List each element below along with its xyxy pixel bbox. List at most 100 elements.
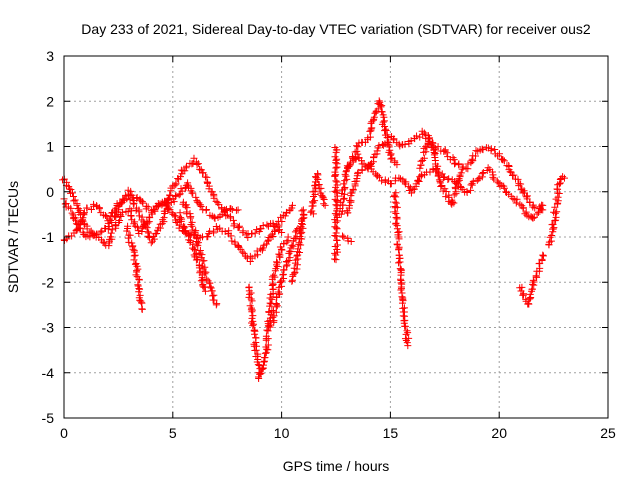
data-point: [391, 208, 399, 216]
data-point: [276, 251, 284, 259]
data-point: [405, 182, 413, 190]
data-point: [424, 139, 432, 147]
data-point: [76, 224, 84, 232]
data-point: [80, 209, 88, 217]
data-point: [450, 191, 458, 199]
data-point: [262, 332, 270, 340]
data-point: [71, 196, 79, 204]
data-point: [139, 199, 147, 207]
data-point: [526, 290, 534, 298]
series-t3: [60, 179, 242, 241]
data-point: [340, 233, 348, 241]
data-point: [332, 183, 340, 191]
data-point: [131, 251, 139, 259]
data-point: [395, 259, 403, 267]
data-point: [332, 164, 340, 172]
data-point: [390, 135, 398, 143]
data-point: [298, 207, 306, 215]
data-point: [417, 157, 425, 165]
data-point: [487, 147, 495, 155]
data-point: [93, 230, 101, 238]
data-point: [135, 288, 143, 296]
data-point: [188, 222, 196, 230]
x-tick-label: 0: [60, 425, 68, 441]
data-point: [97, 228, 105, 236]
data-point: [264, 237, 272, 245]
data-point: [250, 342, 258, 350]
data-point: [235, 224, 243, 232]
data-point: [358, 166, 366, 174]
data-point: [246, 290, 254, 298]
data-point: [191, 246, 199, 254]
data-point: [472, 147, 480, 155]
data-point: [332, 177, 340, 185]
data-point: [145, 213, 153, 221]
data-point: [311, 197, 319, 205]
data-point: [186, 231, 194, 239]
data-point: [514, 175, 522, 183]
data-point: [204, 233, 212, 241]
data-point: [489, 173, 497, 181]
data-point: [404, 342, 412, 350]
data-point: [555, 190, 563, 198]
data-point: [248, 308, 256, 316]
data-point: [354, 150, 362, 158]
data-point: [523, 211, 531, 219]
data-point: [73, 201, 81, 209]
data-point: [124, 234, 132, 242]
data-point: [228, 237, 236, 245]
data-point: [286, 254, 294, 262]
data-point: [526, 198, 534, 206]
data-point: [105, 222, 113, 230]
series-t7: [245, 233, 292, 382]
data-point: [196, 249, 204, 257]
data-point: [256, 370, 264, 378]
data-point: [409, 186, 417, 194]
data-point: [194, 239, 202, 247]
data-point: [127, 187, 135, 195]
data-point: [299, 206, 307, 214]
data-point: [311, 182, 319, 190]
data-point: [275, 250, 283, 258]
data-point: [381, 178, 389, 186]
data-point: [490, 175, 498, 183]
data-point: [297, 230, 305, 238]
data-point: [275, 227, 283, 235]
data-point: [265, 308, 273, 316]
data-point: [288, 277, 296, 285]
data-point: [451, 159, 459, 167]
data-point: [184, 230, 192, 238]
data-point: [538, 257, 546, 265]
data-point: [123, 195, 131, 203]
data-point: [331, 187, 339, 195]
data-point: [393, 215, 401, 223]
data-point: [134, 265, 142, 273]
data-point: [530, 278, 538, 286]
data-point: [248, 297, 256, 305]
data-point: [331, 242, 339, 250]
data-point: [509, 195, 517, 203]
data-point: [332, 188, 340, 196]
data-point: [78, 216, 86, 224]
data-point: [119, 208, 127, 216]
data-point: [392, 220, 400, 228]
data-point: [249, 322, 257, 330]
series-t4: [179, 198, 221, 309]
data-point: [196, 165, 204, 173]
data-point: [331, 255, 339, 263]
data-point: [176, 209, 184, 217]
data-point: [177, 166, 185, 174]
data-point: [181, 167, 189, 175]
data-point: [380, 113, 388, 121]
data-point: [158, 201, 166, 209]
data-point: [378, 102, 386, 110]
data-point: [181, 223, 189, 231]
data-point: [80, 210, 88, 218]
data-point: [107, 233, 115, 241]
data-point: [381, 125, 389, 133]
data-point: [107, 217, 115, 225]
data-point: [378, 108, 386, 116]
data-point: [134, 227, 142, 235]
data-point: [341, 183, 349, 191]
data-point: [116, 217, 124, 225]
